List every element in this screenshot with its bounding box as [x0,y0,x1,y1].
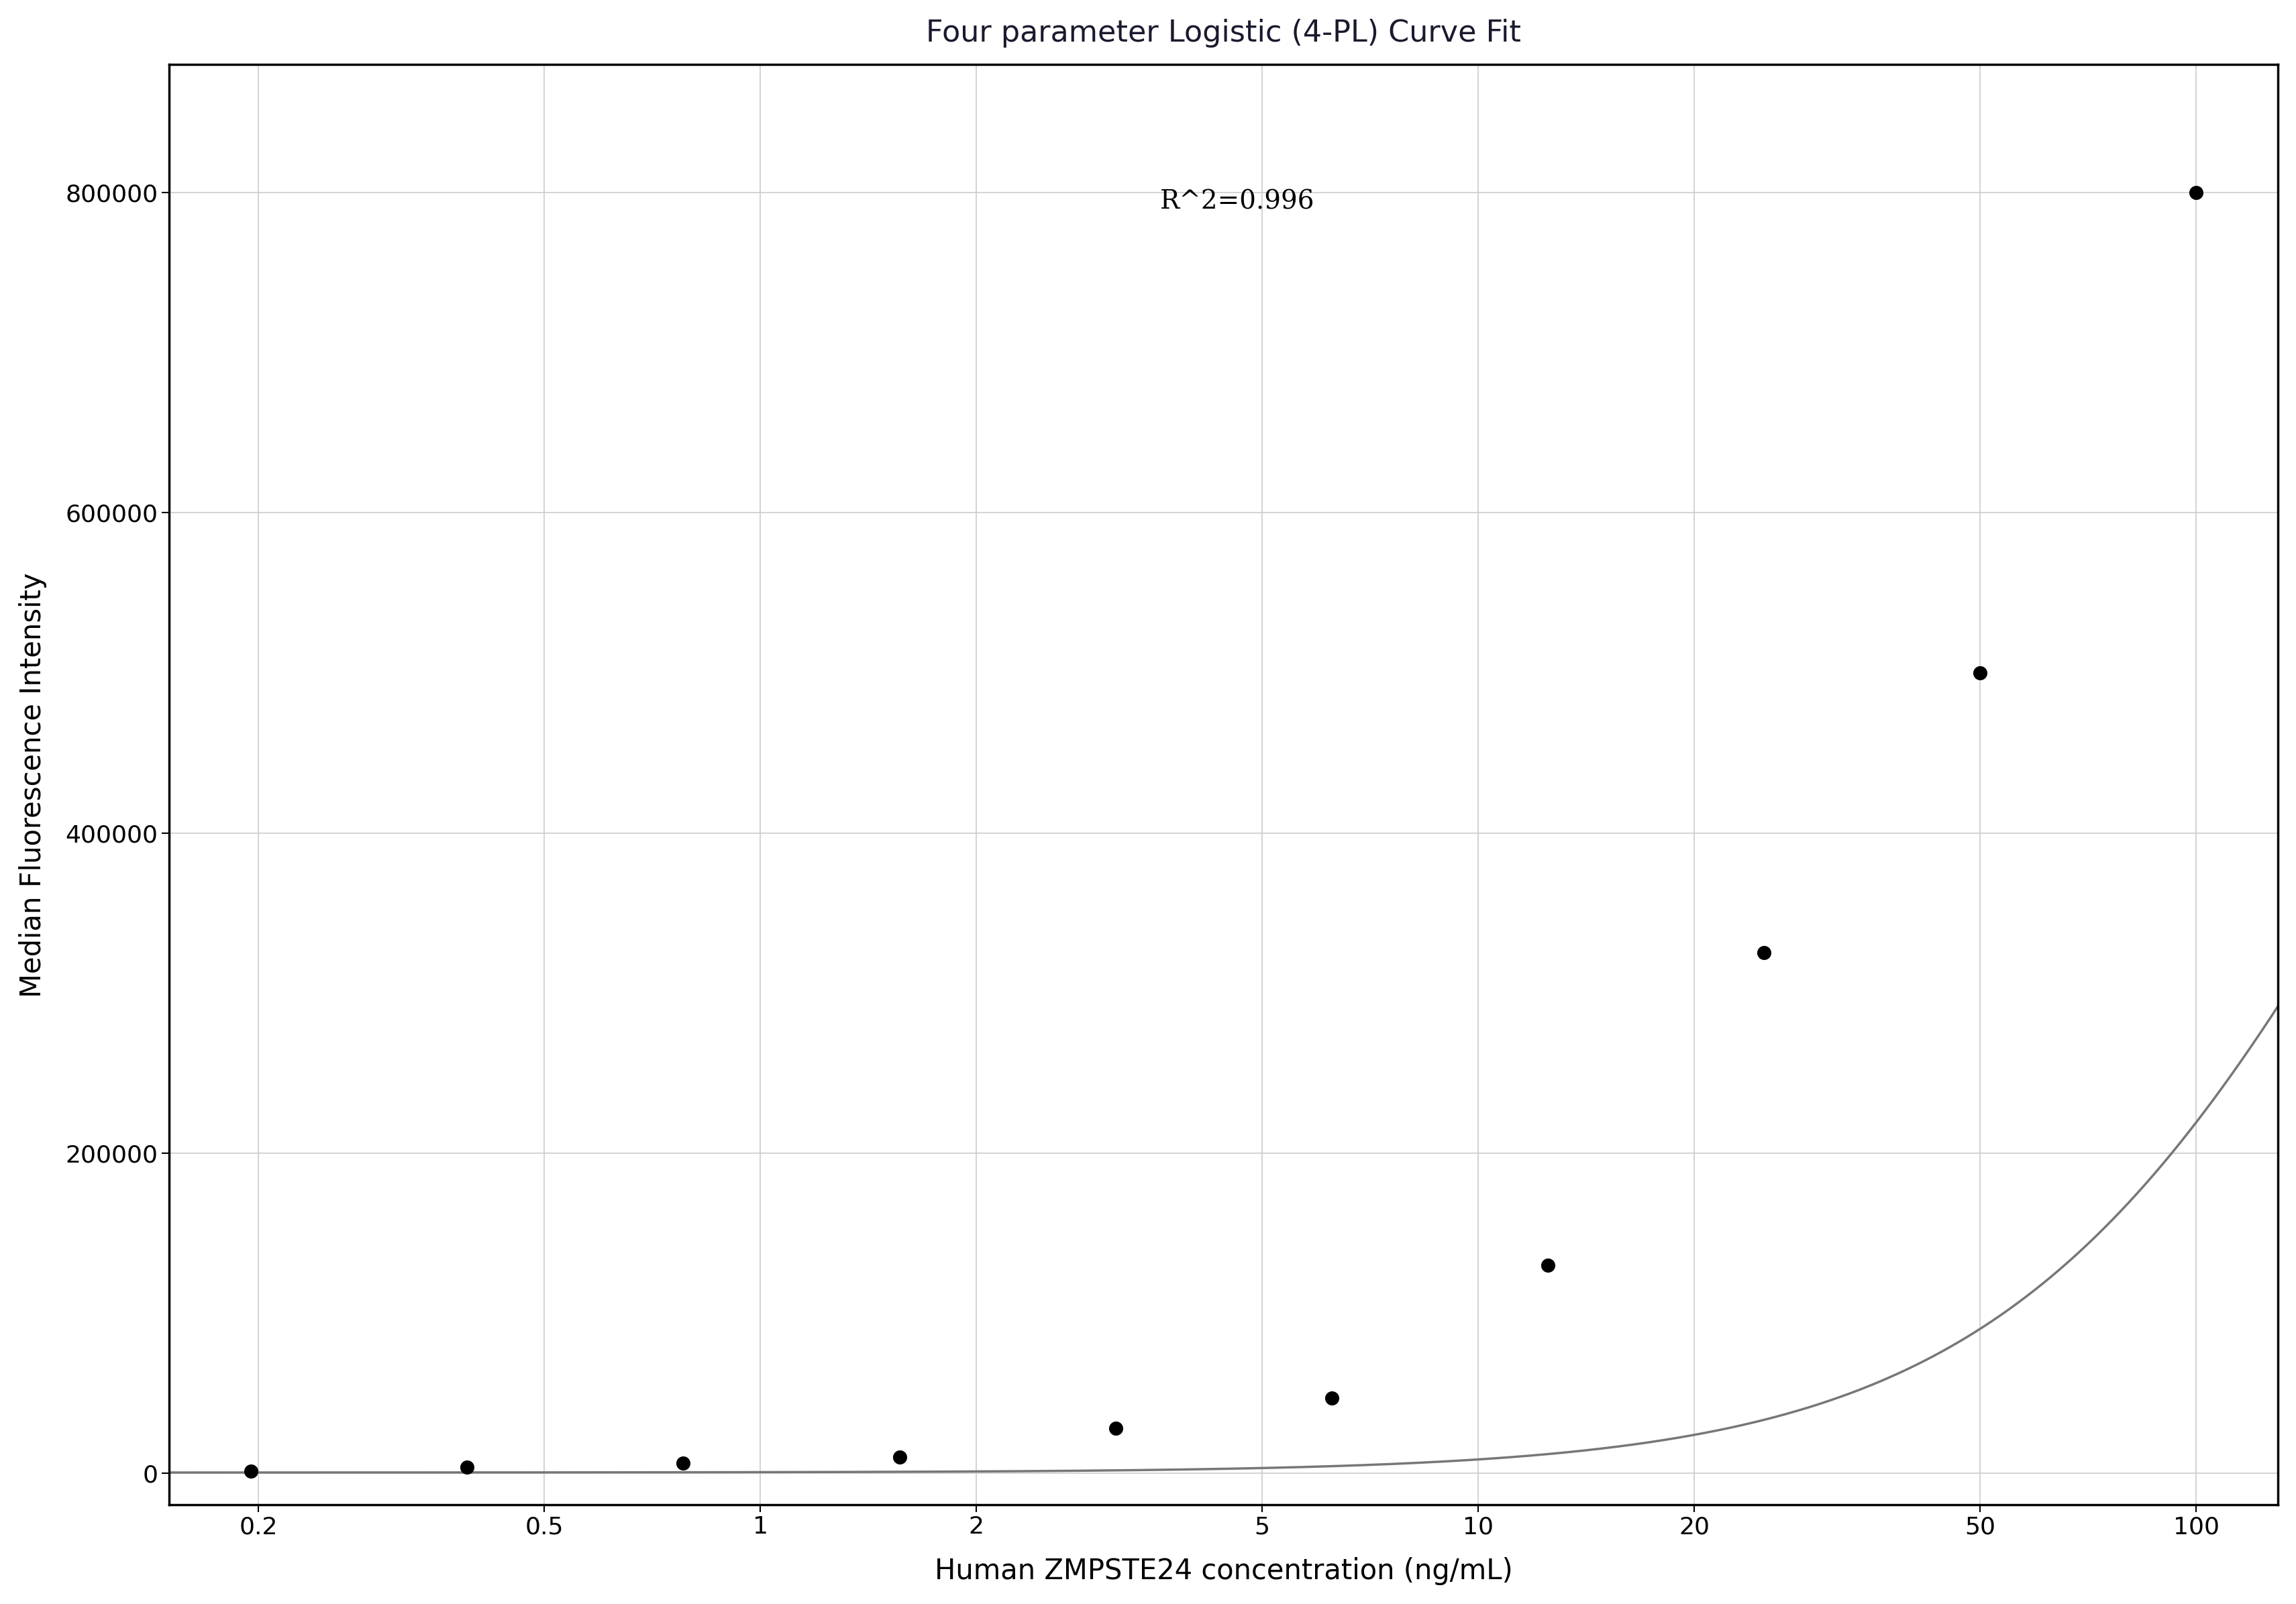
Point [2177,180,2213,205]
Point [666,1450,703,1476]
Y-axis label: Median Fluorescence Intensity: Median Fluorescence Intensity [18,573,46,998]
Point [1097,1415,1134,1440]
Point [1313,1384,1350,1410]
Point [232,1458,269,1484]
Point [1745,940,1782,966]
Title: Four parameter Logistic (4-PL) Curve Fit: Four parameter Logistic (4-PL) Curve Fit [925,19,1520,48]
X-axis label: Human ZMPSTE24 concentration (ng/mL): Human ZMPSTE24 concentration (ng/mL) [934,1557,1513,1585]
Point [882,1444,918,1469]
Point [1529,1253,1566,1278]
Point [448,1455,484,1480]
Text: R^2=0.996: R^2=0.996 [1159,189,1313,213]
Point [1961,659,1998,685]
